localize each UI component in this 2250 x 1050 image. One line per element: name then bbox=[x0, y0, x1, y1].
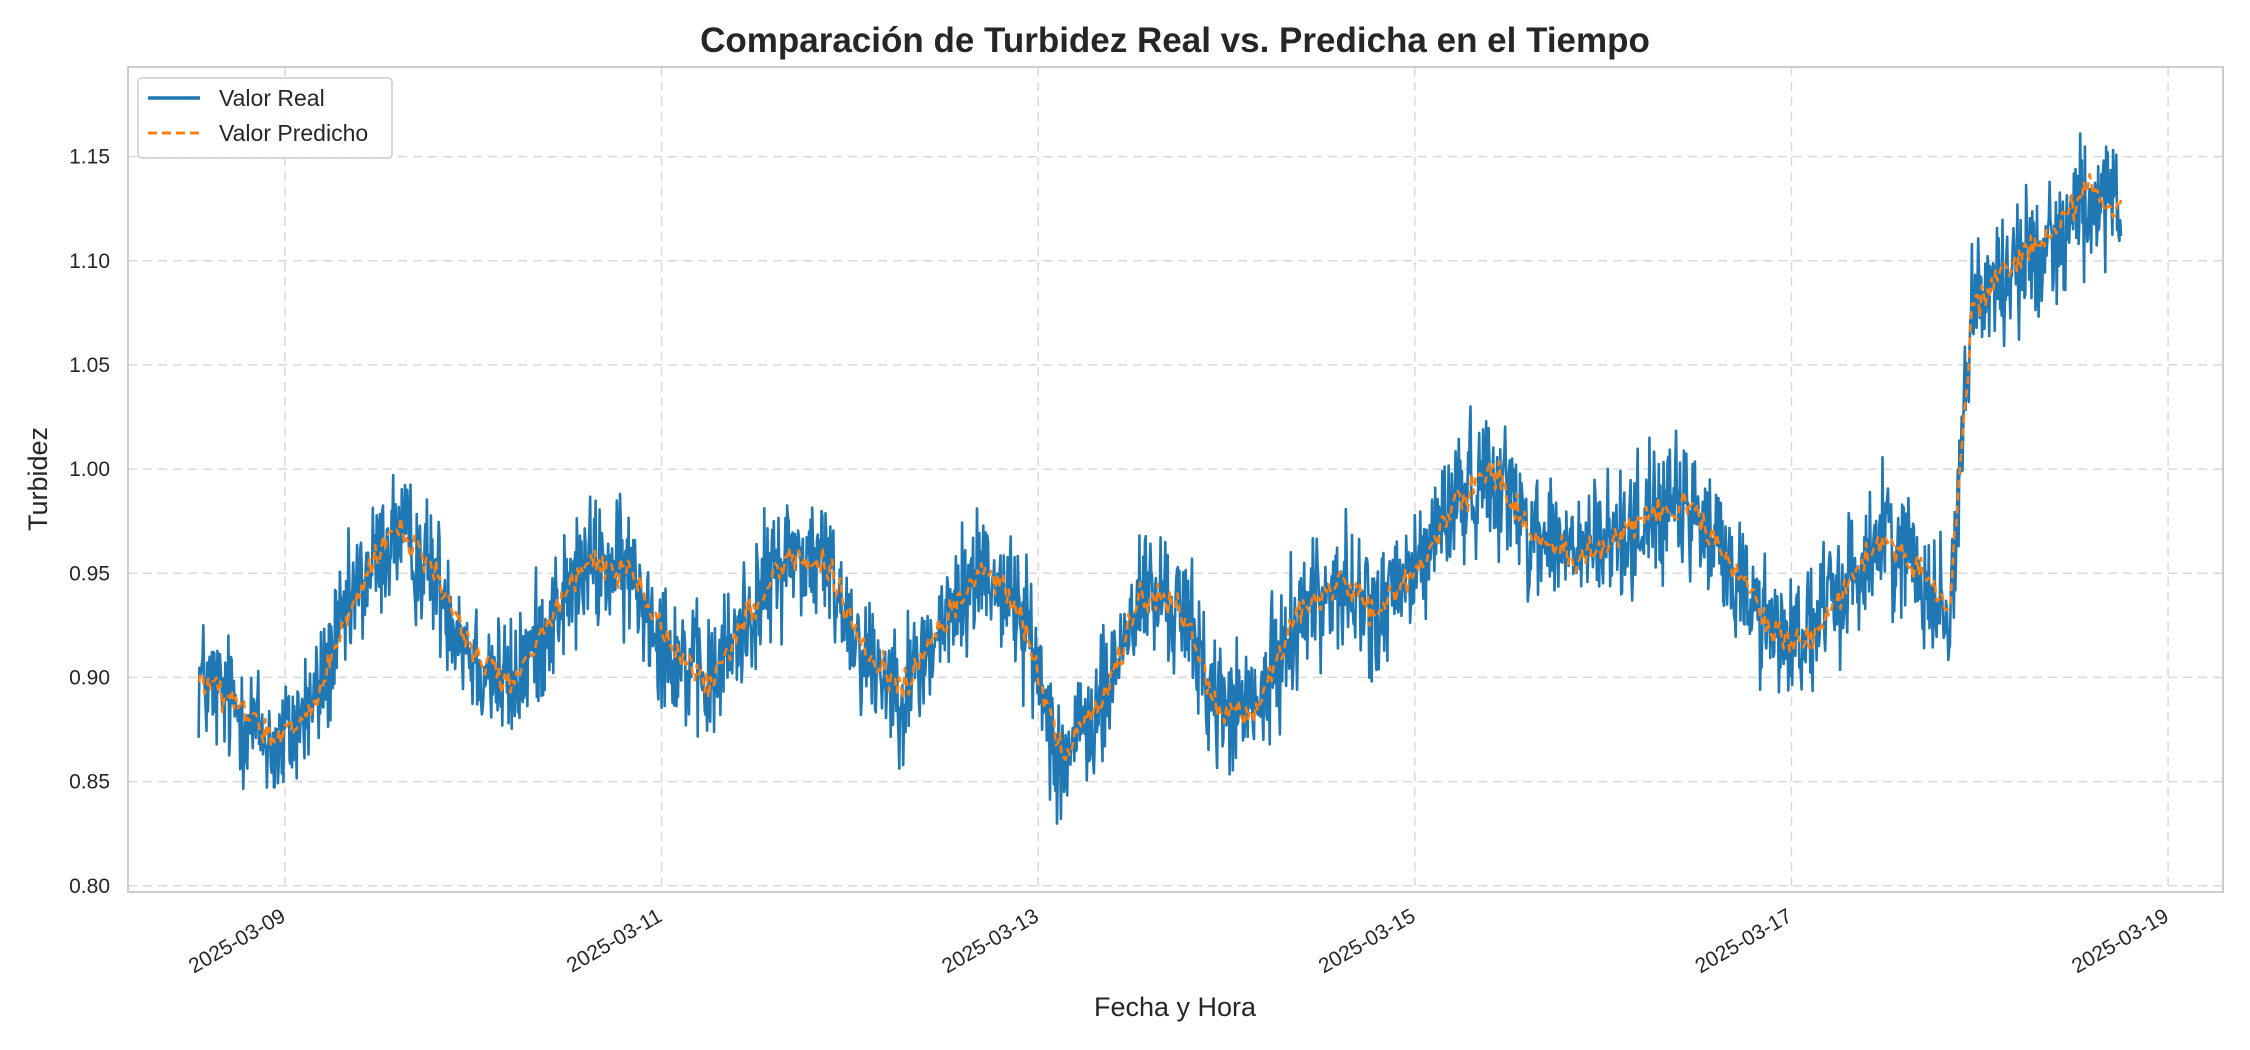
x-axis-label: Fecha y Hora bbox=[1094, 992, 1257, 1022]
y-tick-label: 1.10 bbox=[69, 250, 110, 273]
y-tick-label: 1.15 bbox=[69, 146, 110, 169]
legend-predicted-label: Valor Predicho bbox=[219, 120, 368, 146]
legend-real-label: Valor Real bbox=[219, 85, 325, 111]
y-tick-label: 0.95 bbox=[69, 562, 110, 585]
y-tick-label: 0.90 bbox=[69, 666, 110, 689]
y-tick-label: 1.00 bbox=[69, 458, 110, 481]
legend: Valor Real Valor Predicho bbox=[137, 77, 393, 159]
series-line-valor-predicho bbox=[197, 173, 2123, 761]
y-tick-label: 1.05 bbox=[69, 354, 110, 377]
plot-frame bbox=[127, 66, 2224, 893]
y-tick-label: 0.80 bbox=[69, 875, 110, 898]
chart-title: Comparación de Turbidez Real vs. Predich… bbox=[700, 21, 1650, 60]
y-axis-label: Turbidez bbox=[23, 427, 53, 531]
legend-frame bbox=[137, 77, 393, 159]
series-lines bbox=[197, 132, 2123, 825]
y-tick-label: 0.85 bbox=[69, 771, 110, 794]
